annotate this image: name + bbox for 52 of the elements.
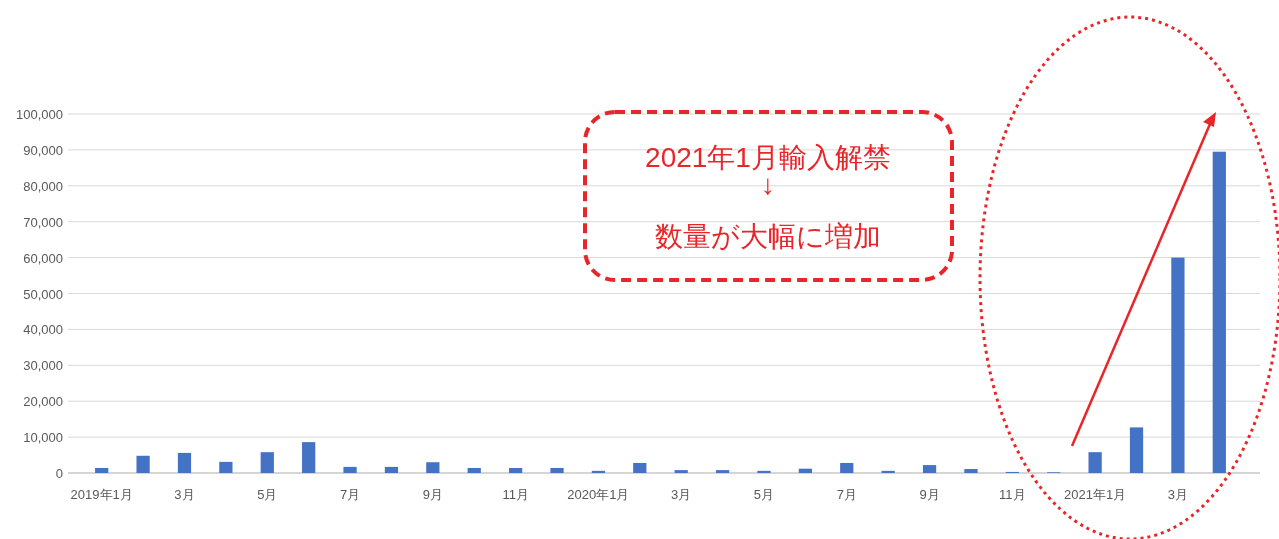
bar: [922, 465, 937, 473]
x-tick-label: 7月: [339, 487, 361, 502]
y-tick-label: 20,000: [23, 394, 63, 410]
y-tick-label: 10,000: [23, 430, 63, 446]
x-tick-label: 7月: [836, 487, 857, 502]
bar: [757, 470, 771, 473]
x-tick-label: 3月: [671, 487, 692, 502]
x-tick-label: 5月: [753, 487, 775, 502]
bar: [715, 470, 730, 473]
bar: [95, 467, 109, 473]
bar: [798, 468, 812, 473]
x-tick-label: 2020年1月: [567, 487, 630, 502]
y-tick-label: 90,000: [23, 142, 63, 158]
bar: [343, 466, 357, 473]
bar: [302, 442, 316, 473]
bar: [633, 462, 647, 473]
bar: [840, 462, 854, 473]
y-tick-label: 80,000: [23, 178, 63, 194]
bar: [964, 469, 978, 473]
bar: [177, 452, 192, 473]
bar: [1212, 151, 1226, 473]
annotation: 2021年1月輸入解禁 ↓ 数量が大幅に増加: [645, 142, 891, 252]
bar: [426, 462, 440, 473]
bar: [384, 466, 399, 473]
bar: [1088, 452, 1102, 473]
y-tick-label: 50,000: [23, 286, 63, 302]
bar: [674, 470, 688, 473]
bar: [1171, 257, 1185, 473]
y-tick-label: 40,000: [23, 322, 63, 338]
bar: [136, 455, 150, 473]
x-tick-label: 3月: [1167, 487, 1189, 502]
bar: [591, 470, 606, 473]
x-tick-label: 11月: [999, 487, 1026, 502]
bar: [260, 452, 274, 473]
y-tick-label: 100,000: [16, 107, 63, 122]
bar: [881, 470, 895, 473]
y-tick-label: 30,000: [23, 358, 63, 374]
x-tick-label: 11月: [502, 487, 529, 502]
bar: [550, 467, 564, 473]
y-tick-label: 70,000: [23, 214, 63, 230]
y-tick-label: 0: [55, 466, 63, 481]
x-tick-label: 5月: [257, 487, 278, 502]
bar: [467, 467, 481, 473]
x-tick-label: 2021年1月: [1064, 487, 1127, 502]
x-tick-label: 3月: [174, 487, 195, 502]
bar: [509, 467, 523, 473]
x-tick-label: 9月: [919, 487, 940, 502]
x-tick-label: 9月: [422, 487, 443, 502]
bar: [219, 461, 233, 473]
x-tick-label: 2019年1月: [70, 487, 133, 502]
y-tick-label: 60,000: [23, 250, 63, 266]
bar: [1129, 427, 1144, 473]
